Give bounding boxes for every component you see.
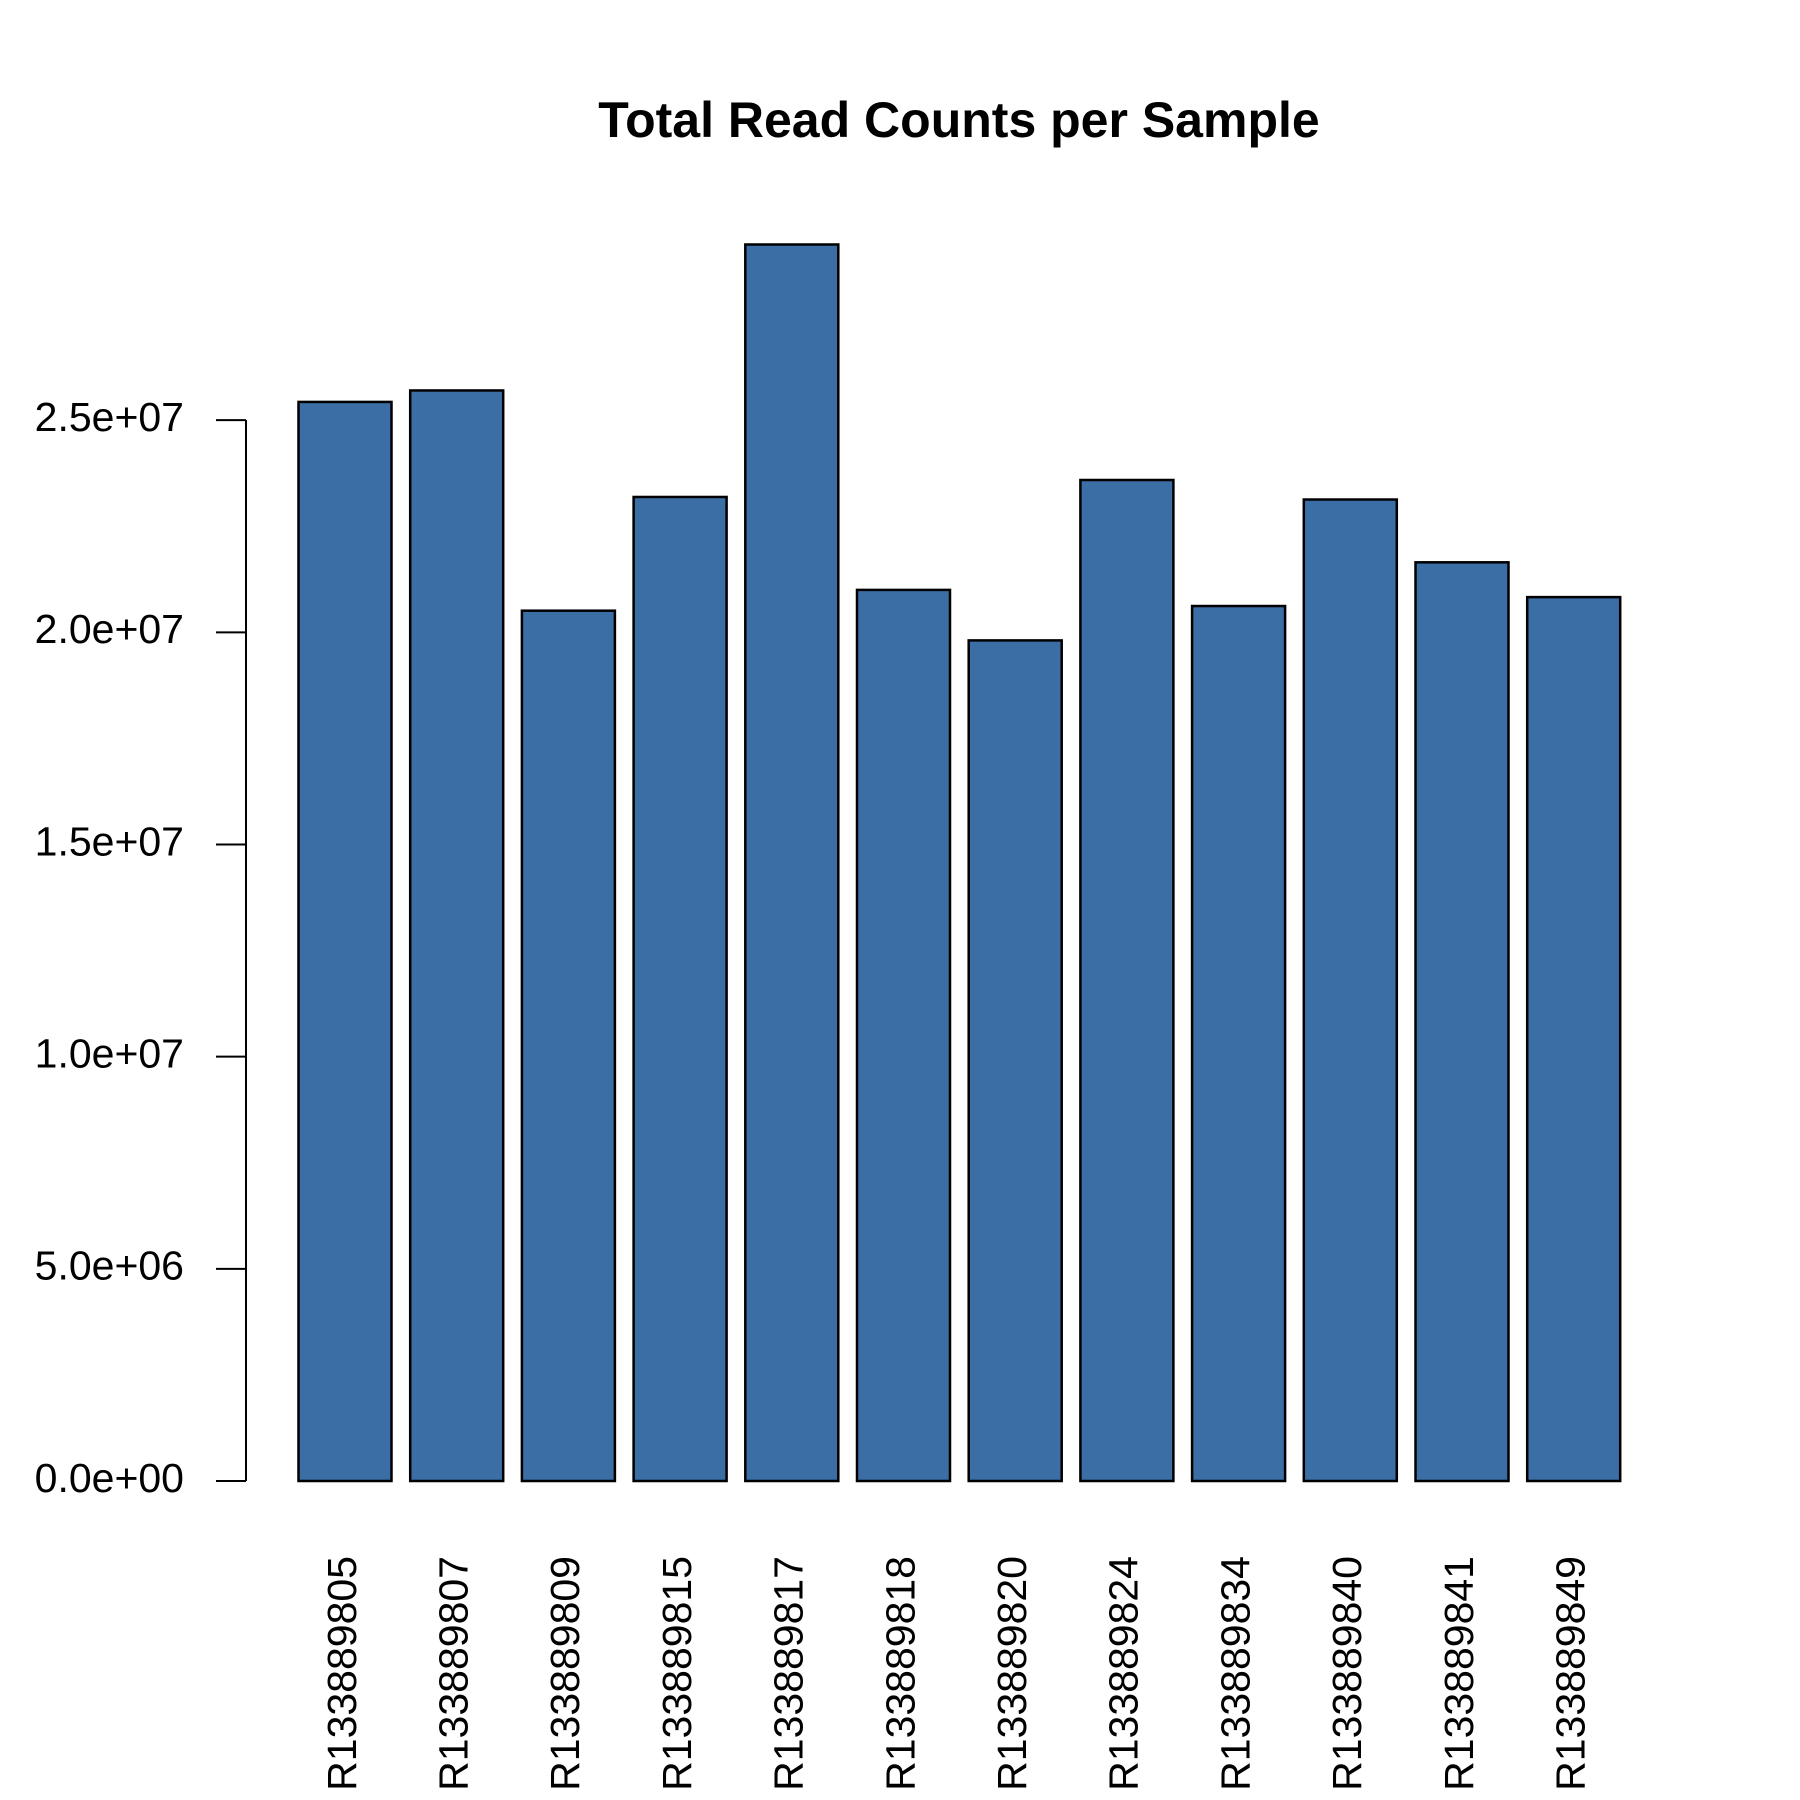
- y-tick-label: 1.5e+07: [35, 818, 184, 864]
- y-tick-label: 5.0e+06: [35, 1243, 184, 1289]
- y-tick-label: 1.0e+07: [35, 1030, 184, 1076]
- bar: [297, 400, 393, 1483]
- x-tick-label: R133889834: [1212, 1556, 1258, 1791]
- bar: [1525, 595, 1622, 1483]
- x-tick-label: R133889809: [542, 1556, 588, 1791]
- bar: [855, 588, 952, 1483]
- bar: [1414, 561, 1510, 1483]
- x-tick-label: R133889841: [1436, 1556, 1482, 1791]
- bar: [967, 639, 1063, 1483]
- bar: [632, 495, 728, 1483]
- bar: [1190, 604, 1287, 1483]
- x-tick-label: R133889820: [989, 1556, 1035, 1791]
- y-tick-label: 2.0e+07: [35, 606, 184, 652]
- x-tick-label: R133889817: [766, 1556, 812, 1791]
- y-tick-label: 2.5e+07: [35, 394, 184, 440]
- x-tick-label: R133889818: [877, 1556, 923, 1791]
- bar: [408, 389, 505, 1483]
- bar: [1079, 478, 1175, 1483]
- chart-title: Total Read Counts per Sample: [598, 92, 1319, 148]
- bar: [744, 243, 840, 1483]
- x-tick-label: R133889824: [1101, 1556, 1147, 1791]
- x-tick-label: R133889840: [1324, 1556, 1370, 1791]
- x-tick-label: R133889805: [319, 1556, 365, 1791]
- y-tick-label: 0.0e+00: [35, 1455, 184, 1501]
- bar: [1302, 498, 1399, 1483]
- bar: [520, 609, 617, 1483]
- x-tick-label: R133889849: [1548, 1556, 1594, 1791]
- x-tick-label: R133889807: [431, 1556, 477, 1791]
- x-tick-label: R133889815: [654, 1556, 700, 1791]
